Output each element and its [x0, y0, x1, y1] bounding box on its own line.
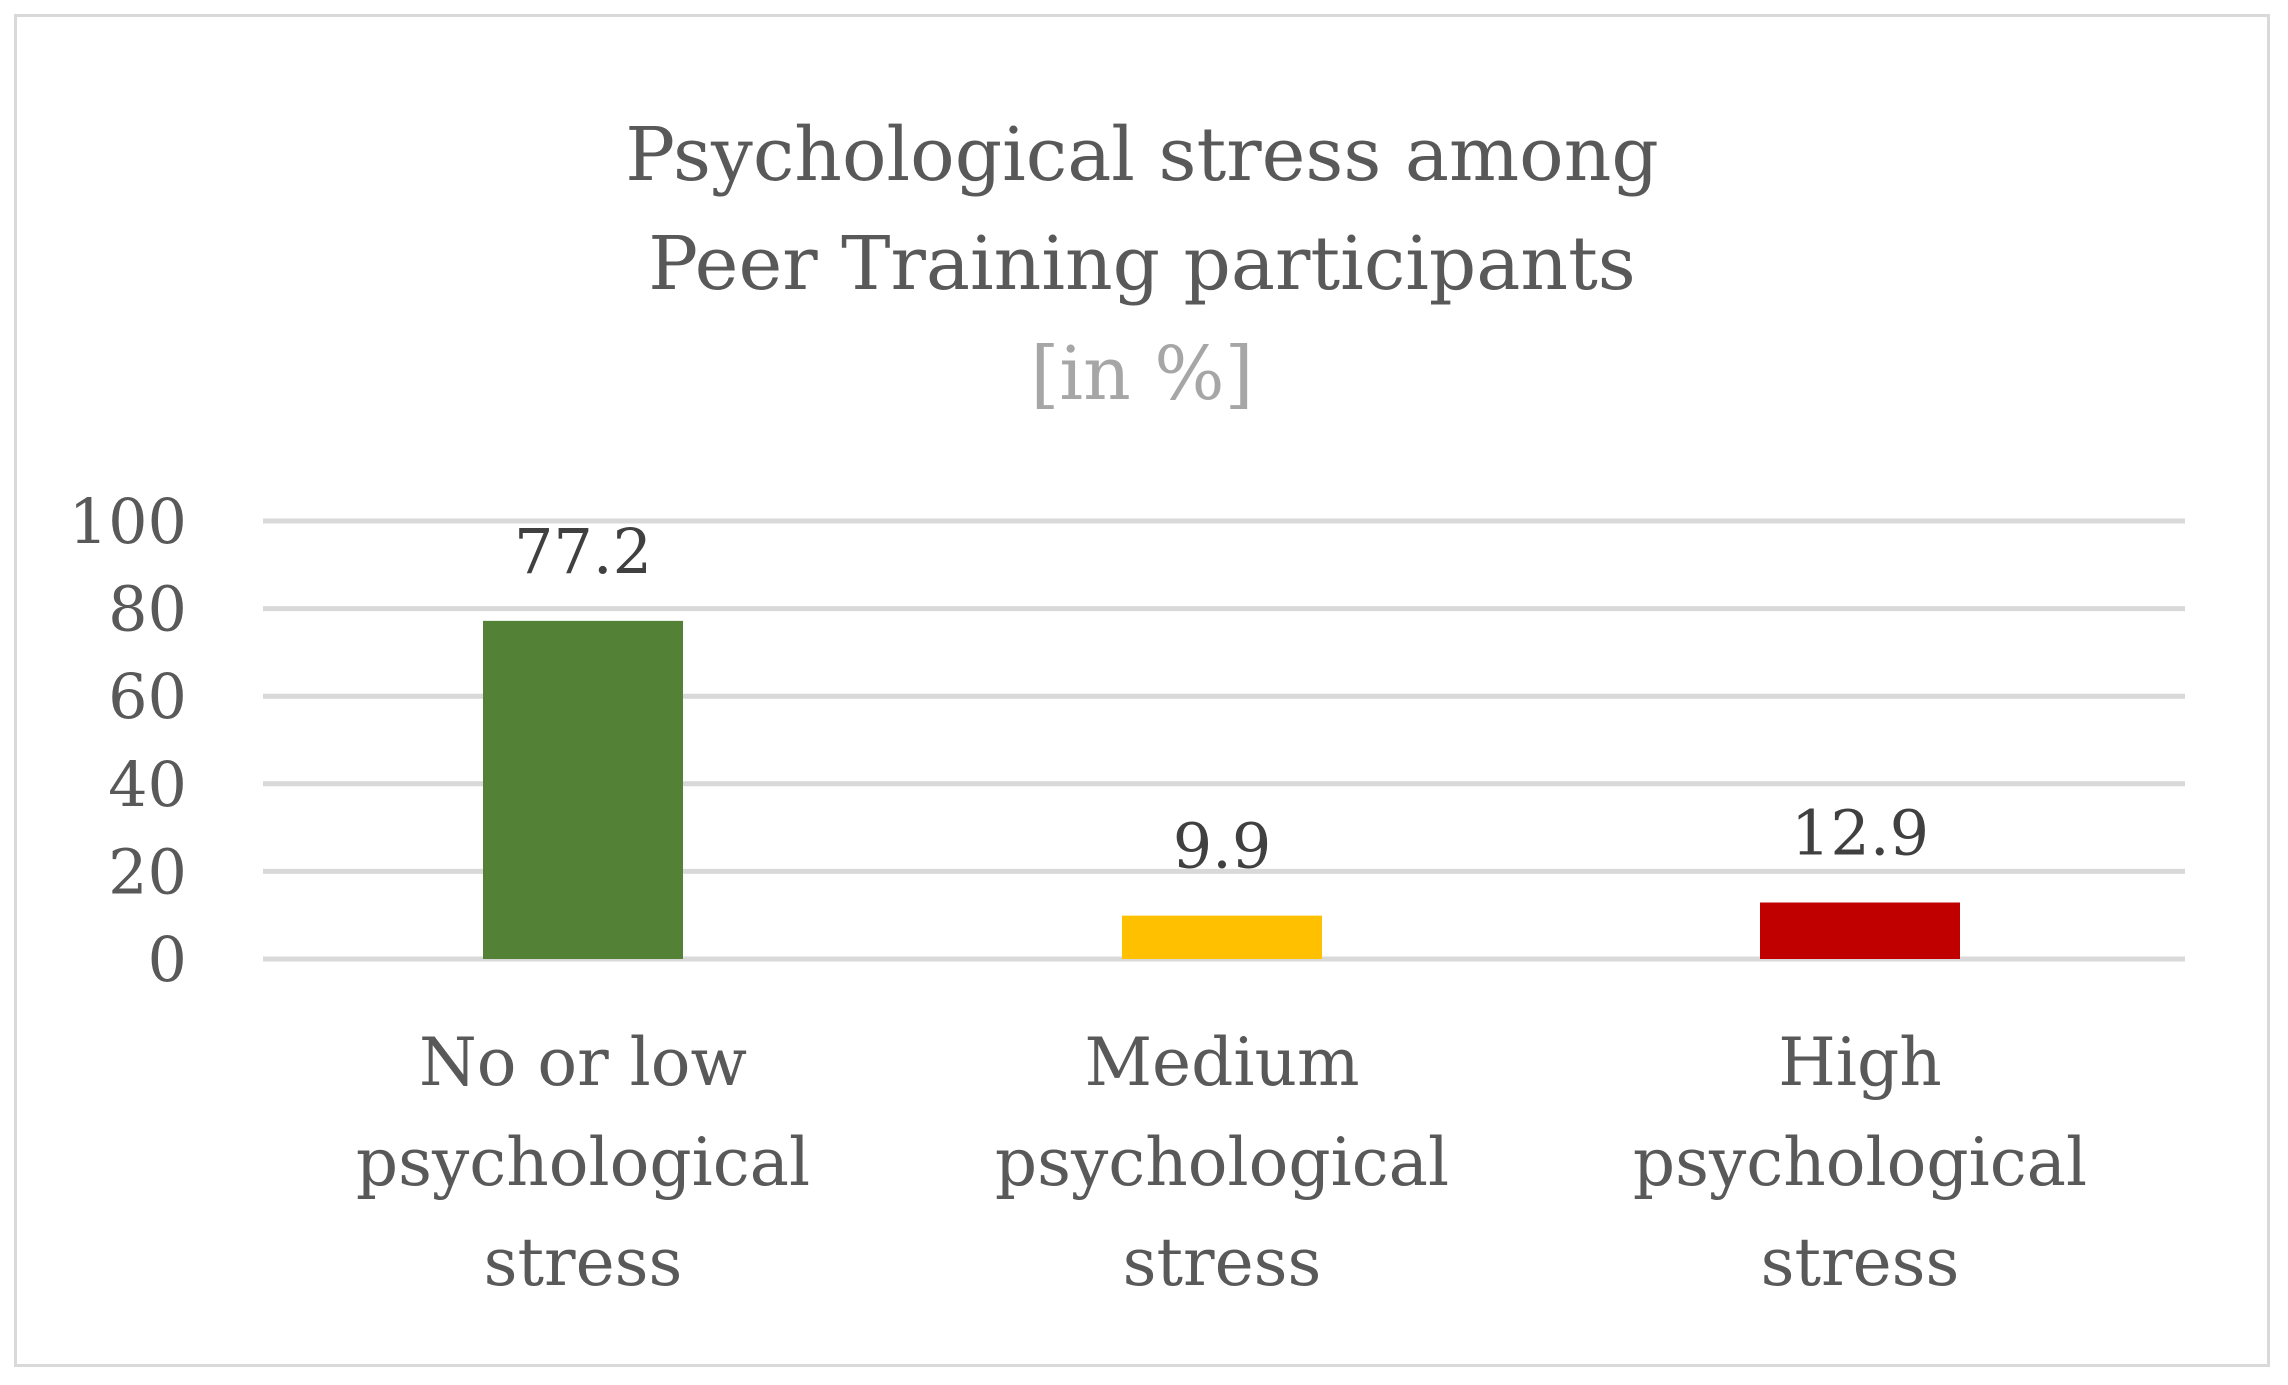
category-label-1-line-2: psychological	[356, 1124, 810, 1201]
category-label-1-line-1: No or low	[419, 1024, 747, 1101]
chart-title-line-2: Peer Training participants	[648, 221, 1636, 307]
bars	[483, 620, 1960, 959]
y-tick-label-80: 80	[108, 573, 187, 646]
category-label-1-line-3: stress	[484, 1224, 683, 1301]
data-labels: 77.2 9.9 12.9	[514, 515, 1929, 883]
category-label-3-line-3: stress	[1761, 1224, 1960, 1301]
y-tick-label-0: 0	[148, 923, 187, 996]
category-labels: No or low psychological stress Medium psycho…	[356, 1024, 2087, 1301]
data-label-2: 9.9	[1173, 810, 1272, 883]
y-tick-label-40: 40	[108, 748, 187, 821]
data-label-3: 12.9	[1791, 796, 1929, 869]
category-label-3-line-2: psychological	[1633, 1124, 2087, 1201]
y-tick-label-60: 60	[108, 660, 187, 733]
category-label-2-line-1: Medium	[1084, 1024, 1359, 1101]
bar-1	[483, 620, 683, 959]
chart-frame: Psychological stress among Peer Training…	[14, 14, 2270, 1367]
chart-title-line-1: Psychological stress among	[625, 112, 1658, 198]
chart-svg: Psychological stress among Peer Training…	[69, 112, 2185, 1301]
y-tick-label-20: 20	[108, 835, 187, 908]
category-label-2-line-2: psychological	[995, 1124, 1449, 1201]
bar-2	[1122, 915, 1322, 959]
y-tick-label-100: 100	[69, 485, 187, 558]
chart-subtitle: [in %]	[1031, 331, 1254, 417]
data-label-1: 77.2	[514, 515, 652, 588]
category-label-3-line-1: High	[1778, 1024, 1941, 1101]
y-axis-tick-labels: 0 20 40 60 80 100	[69, 485, 187, 996]
chart-title: Psychological stress among Peer Training…	[625, 112, 1658, 417]
bar-3	[1760, 902, 1960, 959]
category-label-2-line-3: stress	[1123, 1224, 1322, 1301]
